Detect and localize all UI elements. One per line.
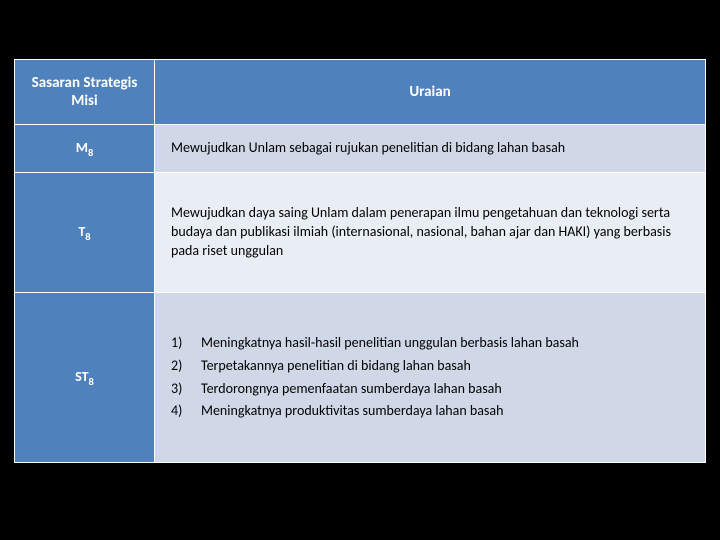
label-base: M — [76, 139, 88, 156]
header-col1-line1: Sasaran Strategis — [32, 74, 138, 92]
list-num: 1) — [171, 334, 193, 353]
table-header-row: Sasaran Strategis Misi Uraian — [15, 60, 706, 125]
row-content-st8: 1) Meningkatnya hasil-hasil penelitian u… — [155, 293, 706, 463]
numbered-list: 1) Meningkatnya hasil-hasil penelitian u… — [171, 334, 689, 422]
list-num: 4) — [171, 402, 193, 421]
label-sub: 8 — [88, 145, 93, 158]
row-content-m8: Mewujudkan Unlam sebagai rujukan penelit… — [155, 125, 706, 173]
row-label-m8: M8 — [15, 125, 155, 173]
slide-title: Sasaran Strategis Misi 8 (M 8) — [0, 0, 720, 59]
label-base: ST — [75, 368, 88, 385]
label-sub: 8 — [89, 374, 94, 387]
list-item: Terdorongnya pemenfaatan sumberdaya laha… — [201, 380, 689, 399]
table-container: Sasaran Strategis Misi Uraian M8 Mewujud… — [0, 59, 720, 463]
header-col1-line2: Misi — [71, 92, 97, 110]
list-num: 3) — [171, 380, 193, 399]
header-col1: Sasaran Strategis Misi — [15, 60, 155, 125]
row-content-t8: Mewujudkan daya saing Unlam dalam penera… — [155, 173, 706, 293]
list-item: Meningkatnya produktivitas sumberdaya la… — [201, 402, 689, 421]
list-item: Meningkatnya hasil-hasil penelitian ungg… — [201, 334, 689, 353]
label-sub: 8 — [85, 229, 90, 242]
row-label-st8: ST8 — [15, 293, 155, 463]
row-label-t8: T8 — [15, 173, 155, 293]
table-row: ST8 1) Meningkatnya hasil-hasil peneliti… — [15, 293, 706, 463]
strategis-table: Sasaran Strategis Misi Uraian M8 Mewujud… — [14, 59, 706, 463]
list-item: Terpetakannya penelitian di bidang lahan… — [201, 357, 689, 376]
table-row: T8 Mewujudkan daya saing Unlam dalam pen… — [15, 173, 706, 293]
list-num: 2) — [171, 357, 193, 376]
header-col2: Uraian — [155, 60, 706, 125]
table-row: M8 Mewujudkan Unlam sebagai rujukan pene… — [15, 125, 706, 173]
